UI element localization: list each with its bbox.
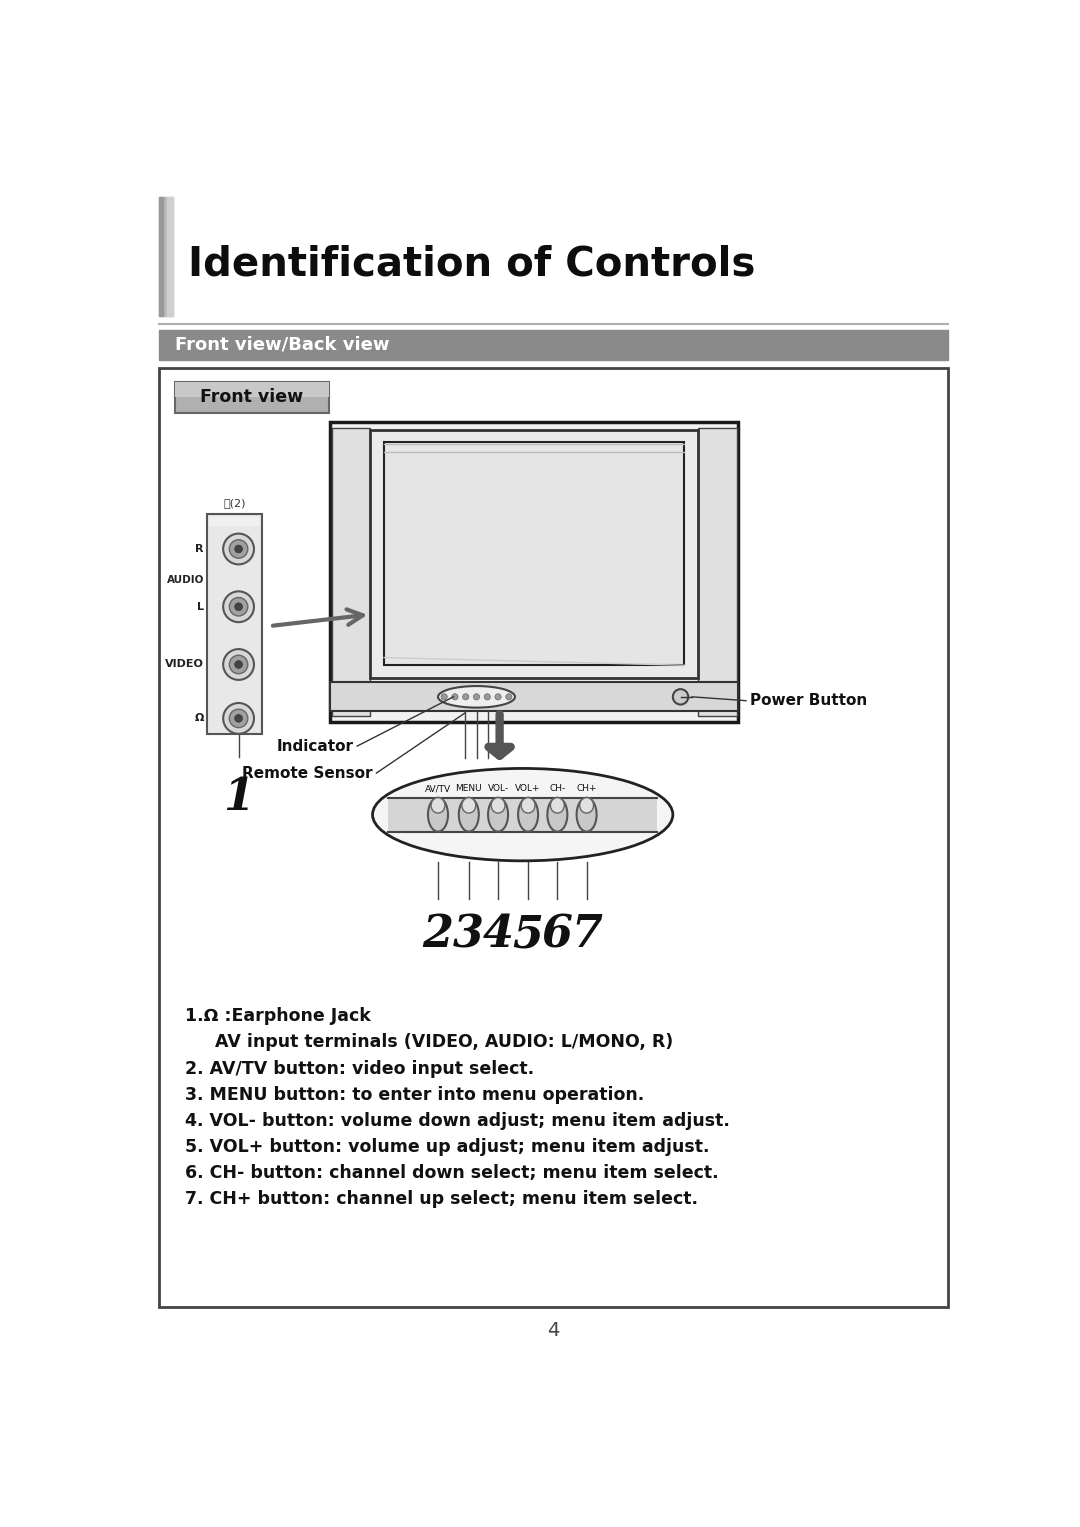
Circle shape	[505, 693, 512, 699]
Bar	[159, 197, 173, 316]
Text: CH-: CH-	[550, 783, 566, 793]
Bar	[207, 515, 262, 734]
Text: 5. VOL+ button: volume up adjust; menu item adjust.: 5. VOL+ button: volume up adjust; menu i…	[186, 1138, 710, 1156]
Ellipse shape	[431, 797, 445, 812]
Circle shape	[229, 597, 247, 615]
Text: L: L	[197, 602, 204, 612]
Text: Identification of Controls: Identification of Controls	[188, 244, 755, 284]
Text: 3: 3	[454, 913, 484, 956]
Circle shape	[451, 693, 458, 699]
Circle shape	[224, 649, 254, 680]
Circle shape	[234, 715, 242, 722]
Circle shape	[234, 545, 242, 553]
Text: VIDEO: VIDEO	[165, 660, 204, 669]
Ellipse shape	[491, 797, 505, 812]
Text: 4: 4	[483, 913, 514, 956]
Text: ⬜(2): ⬜(2)	[224, 498, 246, 508]
Text: 2: 2	[422, 913, 454, 956]
Text: MENU: MENU	[456, 783, 482, 793]
Text: Indicator: Indicator	[276, 739, 353, 754]
Circle shape	[673, 689, 688, 704]
Circle shape	[229, 539, 247, 559]
Ellipse shape	[459, 797, 478, 832]
Circle shape	[224, 702, 254, 734]
Bar	[175, 382, 328, 412]
Ellipse shape	[551, 797, 564, 812]
Bar	[167, 197, 173, 316]
Circle shape	[441, 693, 447, 699]
Text: Front view/Back view: Front view/Back view	[175, 336, 389, 354]
Bar	[370, 429, 699, 678]
Circle shape	[229, 709, 247, 728]
Ellipse shape	[518, 797, 538, 832]
Circle shape	[234, 661, 242, 669]
Circle shape	[234, 603, 242, 611]
Ellipse shape	[548, 797, 567, 832]
Circle shape	[484, 693, 490, 699]
Circle shape	[473, 693, 480, 699]
Ellipse shape	[462, 797, 475, 812]
Bar	[332, 428, 370, 716]
Text: R: R	[195, 544, 204, 554]
Text: 4: 4	[548, 1321, 559, 1341]
Ellipse shape	[428, 797, 448, 832]
Ellipse shape	[522, 797, 535, 812]
Text: 2. AV/TV button: video input select.: 2. AV/TV button: video input select.	[186, 1060, 535, 1078]
Ellipse shape	[488, 797, 508, 832]
Bar	[159, 197, 163, 316]
Bar	[330, 421, 739, 722]
Bar	[699, 428, 737, 716]
Bar	[175, 382, 328, 397]
Circle shape	[229, 655, 247, 673]
Ellipse shape	[438, 686, 515, 707]
Bar	[384, 441, 685, 666]
Text: AV input terminals (VIDEO, AUDIO: L/MONO, R): AV input terminals (VIDEO, AUDIO: L/MONO…	[186, 1034, 674, 1051]
Text: VOL-: VOL-	[487, 783, 509, 793]
Text: VOL+: VOL+	[515, 783, 541, 793]
Circle shape	[224, 533, 254, 565]
Text: Front view: Front view	[200, 388, 303, 406]
Text: CH+: CH+	[577, 783, 597, 793]
Ellipse shape	[580, 797, 594, 812]
Text: 6. CH- button: channel down select; menu item select.: 6. CH- button: channel down select; menu…	[186, 1164, 719, 1182]
Ellipse shape	[577, 797, 596, 832]
Text: 4. VOL- button: volume down adjust; menu item adjust.: 4. VOL- button: volume down adjust; menu…	[186, 1112, 730, 1130]
Text: 3. MENU button: to enter into menu operation.: 3. MENU button: to enter into menu opera…	[186, 1086, 645, 1104]
Bar	[210, 516, 260, 525]
Text: 1.Ω :Earphone Jack: 1.Ω :Earphone Jack	[186, 1008, 372, 1025]
Text: 6: 6	[542, 913, 572, 956]
Text: Power Button: Power Button	[750, 693, 867, 709]
Circle shape	[224, 591, 254, 621]
Text: 7. CH+ button: channel up select; menu item select.: 7. CH+ button: channel up select; menu i…	[186, 1191, 699, 1208]
Bar	[388, 797, 658, 832]
Circle shape	[495, 693, 501, 699]
Text: 1: 1	[224, 776, 254, 818]
Bar	[159, 368, 948, 1307]
Text: 5: 5	[513, 913, 543, 956]
Text: AUDIO: AUDIO	[166, 574, 204, 585]
Text: Ω: Ω	[194, 713, 204, 724]
Bar	[330, 683, 739, 712]
Circle shape	[462, 693, 469, 699]
Ellipse shape	[373, 768, 673, 861]
Text: AV/TV: AV/TV	[424, 783, 451, 793]
Text: 7: 7	[571, 913, 603, 956]
Bar	[159, 330, 948, 360]
Text: Remote Sensor: Remote Sensor	[242, 765, 373, 780]
